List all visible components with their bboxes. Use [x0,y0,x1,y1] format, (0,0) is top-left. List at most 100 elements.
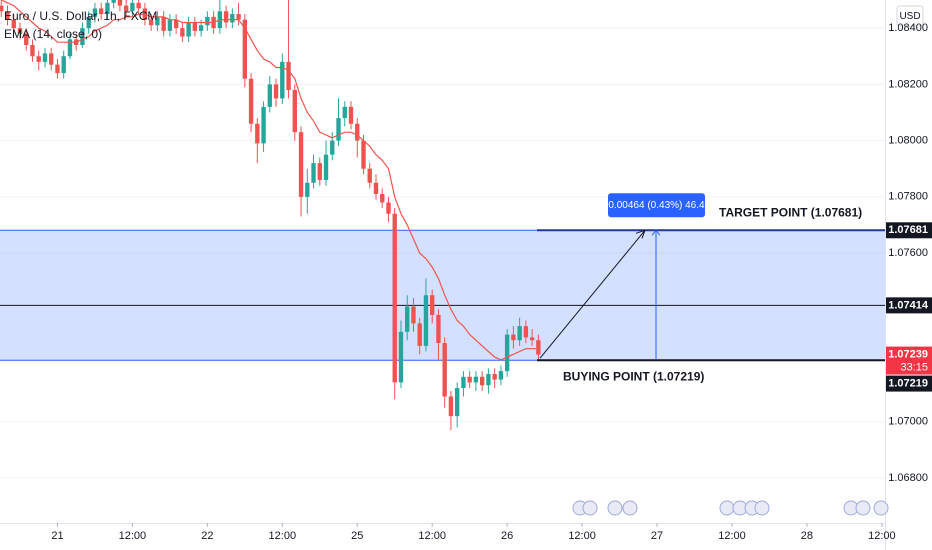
candle-body [86,16,91,29]
candle-body [117,0,123,6]
y-tick-label: 1.08200 [888,78,928,90]
candle-body [198,25,204,31]
candle-body [373,182,379,195]
candle-body [436,314,441,344]
candle-body [317,163,322,180]
candle-body [61,56,66,74]
event-icon[interactable] [855,500,871,516]
candle-body [161,16,166,31]
target-label: TARGET POINT (1.07681) [719,205,862,219]
candle-body [448,396,454,417]
candle-body [67,39,73,57]
candle-body [5,11,10,20]
price-tag [886,222,932,239]
event-icon[interactable] [582,500,598,516]
price-tag-label: 1.07414 [888,299,929,311]
event-icon[interactable] [754,500,770,516]
candle-body [423,295,429,346]
candle-body [529,337,535,341]
currency-button[interactable] [896,5,924,27]
candle-body [336,118,341,141]
candle-body [442,343,447,397]
measure-head [651,229,661,236]
candle-body [255,123,260,144]
candle-body [192,22,198,31]
event-icon[interactable] [873,500,889,516]
measure-box [608,193,705,218]
candle-body [11,19,16,29]
candle-body [498,371,504,380]
currency-label[interactable]: USD [899,11,920,22]
candle-body [30,44,35,57]
candle-body [411,306,416,324]
candle-body [504,334,510,372]
candle-body [467,376,472,383]
candle-body [105,2,110,15]
candle-body [380,194,385,203]
candle-body [323,154,329,180]
candle-body [348,106,354,124]
candle-body [330,140,335,155]
price-tag [886,297,932,314]
candle-body [236,14,241,20]
candle-body [267,84,272,107]
candle-body [98,8,104,15]
x-tick-label: 12:00 [718,530,746,542]
candle-body [361,140,366,169]
x-tick-label: 27 [651,530,663,542]
candle-body [280,61,285,99]
candle-body [298,132,304,197]
candle-body [173,19,179,29]
candle-body [111,0,116,3]
event-icon[interactable] [719,500,735,516]
plot-area [0,0,885,479]
projection-arrow [539,229,646,359]
x-tick-label: 21 [51,530,63,542]
candle-body [230,14,235,23]
candle-body [148,19,154,26]
candle-body [454,388,460,417]
candle-body [486,373,491,386]
candle-body [205,16,210,26]
candle-body [155,16,160,26]
candle-body [0,5,4,12]
candle-body [355,123,360,141]
x-tick-label: 12:00 [568,530,596,542]
candle-body [248,78,254,124]
candle-body [49,53,54,65]
candle-body [223,11,229,23]
y-tick-label: 1.08400 [888,22,928,34]
x-tick-label: 12:00 [269,530,297,542]
y-tick-label: 1.07600 [888,247,928,259]
candle-body [342,106,347,119]
chart-title: Euro / U.S. Dollar, 1h, FXCM [4,9,157,23]
x-tick-label: 26 [501,530,513,542]
candle-body [186,22,191,37]
price-tag-label: 1.07239 [888,348,928,360]
candle-body [36,56,41,62]
price-tag-label: 1.07681 [888,224,928,236]
x-tick-label: 12:00 [868,530,896,542]
y-tick-label: 1.07000 [888,416,928,428]
candle-body [392,213,397,383]
candle-body [492,373,497,380]
price-tag [886,375,932,392]
candle-body [167,19,173,31]
candle-body [92,8,98,17]
countdown: 33:15 [900,361,928,373]
x-tick-label: 12:00 [119,530,147,542]
candle-body [430,295,435,315]
event-icon[interactable] [607,500,623,516]
target-zone [0,230,885,361]
x-tick-label: 25 [351,530,363,542]
candle-body [523,326,529,338]
x-tick-label: 22 [201,530,213,542]
candle-body [273,84,279,99]
candle-body [286,61,291,90]
candle-body [42,53,48,62]
event-icon[interactable] [622,500,638,516]
candle-body [130,2,135,12]
